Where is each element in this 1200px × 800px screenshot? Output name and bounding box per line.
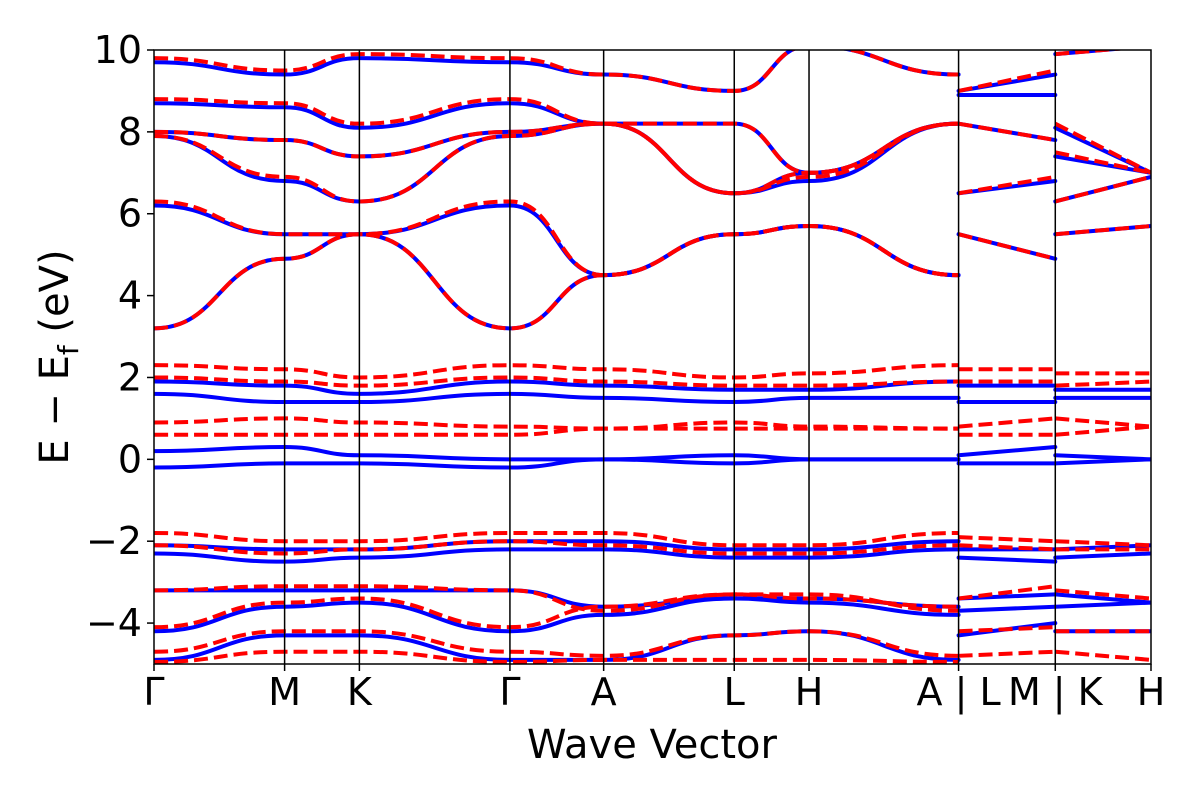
x-axis-title: Wave Vector [527,722,778,768]
x-tick-label-5: L [724,670,745,714]
dashed-band-line-29 [1055,649,1151,662]
dashed-band-line-40 [1054,150,1151,175]
dashed-band-line-34 [1055,424,1151,437]
solid-band-line-42 [1053,50,1127,57]
solid-band-line-32 [1053,551,1151,560]
dashed-band-line-0 [154,649,959,664]
dashed-band-line-16 [958,649,1056,658]
high-symmetry-lines [283,50,1057,664]
solid-band-line-18 [956,555,1058,564]
dashed-band-line-28 [958,68,1056,93]
solid-band-line-16 [956,604,1058,613]
x-tick-label-3: Γ [499,670,520,714]
y-axis-title-main: E − E [32,355,78,465]
dashed-band-line-39 [1054,174,1151,204]
dashed-band-line-27 [958,121,1056,143]
solid-band-line-14 [154,50,961,93]
solid-band-line-31 [1053,592,1151,605]
dashed-band-line-18 [958,584,1056,601]
x-tick-label-7: A | L [917,670,1001,715]
plot-frame [153,49,1152,665]
y-tick-label-2: 0 [118,437,142,481]
x-tick-label-1: M [268,670,301,714]
dashed-band-line-22 [958,416,1056,429]
dashed-band-line-31 [1055,588,1151,601]
solid-band-line-30 [1053,600,1151,609]
dashed-band-line-6 [154,426,959,437]
dashed-band-line-17 [958,625,1056,634]
y-tick-label-0: −4 [86,601,142,645]
y-tick-label-6: 8 [118,110,142,154]
solid-band-line-21 [956,445,1058,458]
solid-band-line-35 [1053,453,1151,462]
dashed-band-line-26 [958,174,1056,196]
solid-band-line-17 [956,592,1058,601]
y-tick-label-1: −2 [86,519,142,563]
x-tick-label-4: A [591,670,617,714]
y-axis-title-tail: (eV) [32,249,78,345]
y-tick-label-3: 2 [118,355,142,399]
y-axis-ticks: −4 −2 0 2 4 6 8 10 [86,28,154,645]
x-tick-label-6: H [795,670,824,714]
dashed-band-line-33 [1055,539,1151,548]
dashed-band-line-3 [154,584,959,613]
dashed-band-line-19 [958,543,1056,552]
dashed-band-line-38 [1055,224,1151,237]
y-tick-label-4: 4 [118,274,142,318]
dashed-band-line-25 [958,232,1056,261]
dashed-band-line-36 [1055,379,1151,388]
dashed-band-line-8 [154,375,959,388]
dashed-band-line-7 [154,416,959,431]
dashed-band-line-41 [1054,121,1151,175]
y-axis-title-subscript: f [52,344,85,355]
x-tick-label-8: M | K [1008,670,1104,715]
solid-band-line-25 [956,178,1058,196]
x-tick-label-9: H [1137,670,1166,714]
y-tick-label-5: 6 [118,192,142,236]
dashed-band-line-5 [154,531,959,548]
y-axis-title: E − Ef (eV) [32,249,85,464]
dashed-band-line-9 [154,363,959,380]
y-tick-label-7: 10 [94,28,142,72]
solid-band-line-28 [956,72,1058,93]
dashed-band-line-35 [1055,416,1151,429]
dashed-band-line-15 [154,50,959,93]
dashed-band-line-20 [958,535,1056,544]
x-tick-label-2: K [347,670,373,714]
solid-band-line-33 [1053,543,1151,552]
dashed-band-line-4 [154,539,959,556]
x-tick-label-0: Γ [143,670,164,714]
